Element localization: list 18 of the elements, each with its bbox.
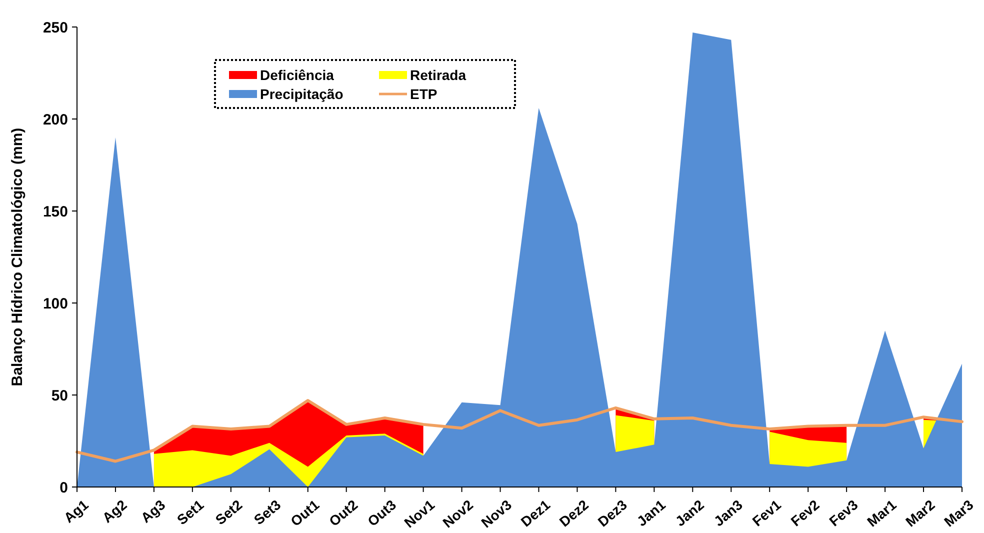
line-series	[76, 399, 964, 463]
x-tick-label: Set1	[174, 496, 207, 528]
y-tick-label: 200	[42, 111, 68, 128]
y-tick-label: 100	[42, 295, 68, 312]
x-tick-label: Ag2	[99, 496, 130, 526]
y-tick-label: 50	[51, 387, 68, 404]
x-tick-label: Ag3	[138, 496, 168, 526]
y-tick-label: 150	[42, 203, 68, 220]
x-tick-label: Set2	[212, 496, 246, 528]
x-tick-label: Ag1	[60, 496, 92, 526]
y-tick-label: 250	[42, 19, 68, 36]
y-axis-title: Balanço Hídrico Climatológico (mm)	[9, 128, 26, 386]
legend-label: Precipitação	[260, 86, 344, 102]
legend-label: ETP	[410, 86, 438, 102]
legend-label: Deficiência	[260, 66, 334, 83]
y-tick-label: 0	[60, 479, 68, 496]
x-tick-label: Set3	[250, 496, 284, 528]
legend-label: Retirada	[410, 66, 466, 83]
